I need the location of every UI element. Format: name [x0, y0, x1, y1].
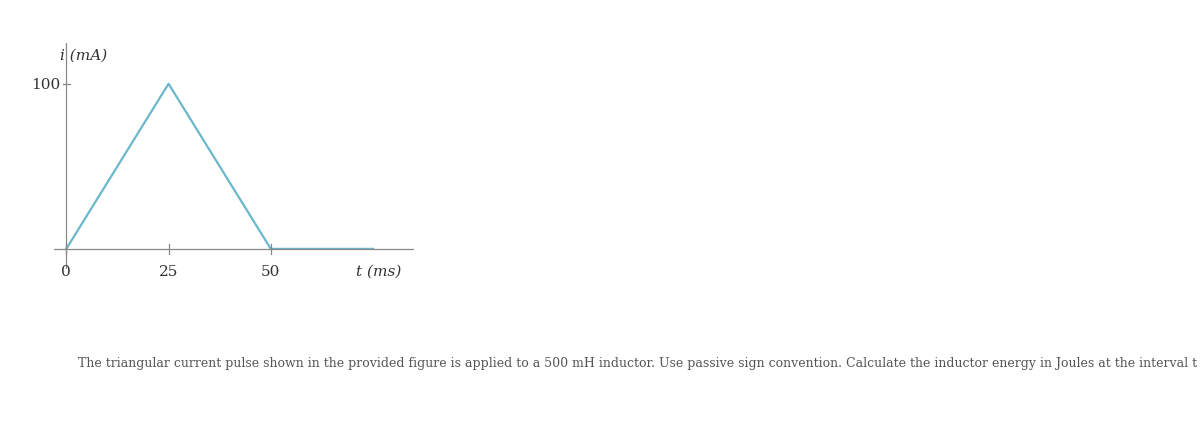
Text: 25: 25 — [158, 264, 179, 278]
Text: i (mA): i (mA) — [60, 48, 107, 62]
Text: The triangular current pulse shown in the provided figure is applied to a 500 mH: The triangular current pulse shown in th… — [78, 356, 1200, 369]
Text: t (ms): t (ms) — [356, 264, 402, 278]
Text: 0: 0 — [61, 264, 71, 278]
Text: 100: 100 — [31, 78, 60, 92]
Text: 50: 50 — [262, 264, 281, 278]
